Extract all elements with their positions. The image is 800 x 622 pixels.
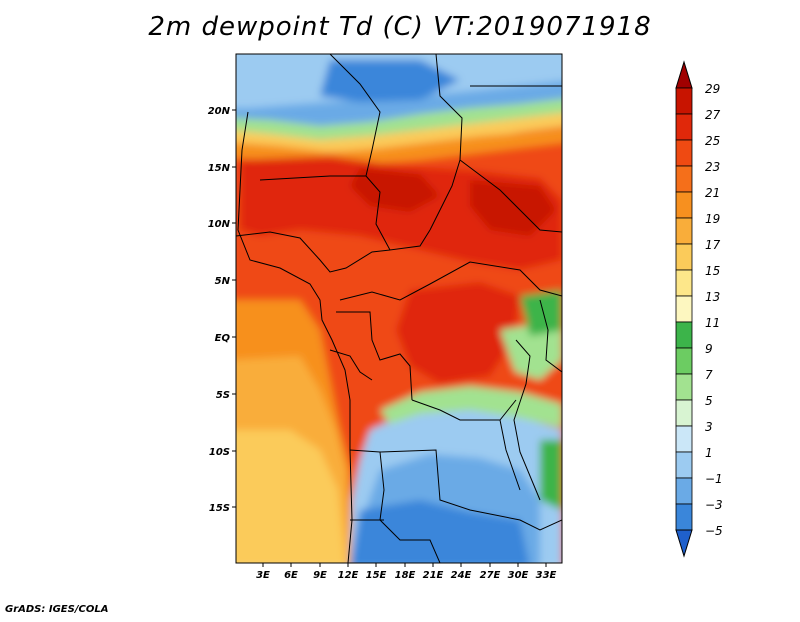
latitude-axis: 20N 15N 10N 5N EQ 5S 10S 15S bbox=[208, 106, 236, 514]
lat-label: 10S bbox=[209, 447, 230, 458]
colorbar-label: 27 bbox=[705, 108, 721, 122]
map-frame bbox=[235, 53, 563, 564]
colorbar-label: −5 bbox=[705, 524, 723, 538]
colorbar-label: 19 bbox=[705, 212, 720, 226]
lon-label: 24E bbox=[451, 570, 472, 581]
colorbar-swatch bbox=[675, 373, 693, 401]
lon-label: 3E bbox=[256, 570, 270, 581]
colorbar-swatch bbox=[675, 321, 693, 349]
colorbar-label: 23 bbox=[705, 160, 720, 174]
colorbar-swatch bbox=[675, 347, 693, 375]
lat-label: 15S bbox=[209, 503, 230, 514]
colorbar-min-triangle bbox=[675, 529, 693, 558]
colorbar-label: 15 bbox=[705, 264, 720, 278]
colorbar-swatch bbox=[675, 113, 693, 141]
colorbar-swatch bbox=[675, 295, 693, 323]
colorbar-label: 13 bbox=[705, 290, 720, 304]
colorbar-label: 25 bbox=[705, 134, 720, 148]
lat-label: 10N bbox=[208, 219, 231, 230]
colorbar-swatch bbox=[675, 425, 693, 453]
lat-label: 5S bbox=[216, 390, 230, 401]
colorbar-swatch bbox=[675, 451, 693, 479]
map-title: 2m dewpoint Td (C) VT:2019071918 bbox=[148, 12, 652, 42]
colorbar-swatch bbox=[675, 399, 693, 427]
colorbar-label: 21 bbox=[705, 186, 720, 200]
colorbar-swatch bbox=[675, 191, 693, 219]
colorbar-label: 17 bbox=[705, 238, 721, 252]
lat-label: 5N bbox=[215, 276, 231, 287]
lon-label: 6E bbox=[284, 570, 298, 581]
colorbar-swatch bbox=[675, 243, 693, 271]
colorbar-swatch bbox=[675, 165, 693, 193]
colorbar: 29 27 25 23 21 19 17 15 13 11 9 7 5 3 1 −1 −3 −5 bbox=[675, 60, 723, 558]
colorbar-label: 11 bbox=[705, 316, 720, 330]
lon-label: 30E bbox=[508, 570, 529, 581]
colorbar-label: −1 bbox=[705, 472, 723, 486]
lon-label: 15E bbox=[366, 570, 387, 581]
lat-label: 15N bbox=[208, 163, 231, 174]
dewpoint-field bbox=[236, 54, 562, 563]
longitude-axis: 3E 6E 9E 12E 15E 18E 21E 24E 27E 30E 33E bbox=[256, 563, 557, 581]
colorbar-label: 9 bbox=[705, 342, 713, 356]
lon-label: 27E bbox=[480, 570, 501, 581]
colorbar-swatch bbox=[675, 503, 693, 531]
grads-credit: GrADS: IGES/COLA bbox=[5, 604, 109, 615]
colorbar-label: 1 bbox=[705, 446, 713, 460]
country-borders bbox=[236, 54, 562, 563]
colorbar-swatch bbox=[675, 217, 693, 245]
colorbar-swatch bbox=[675, 87, 693, 115]
lat-label: 20N bbox=[208, 106, 231, 117]
lon-label: 9E bbox=[313, 570, 327, 581]
colorbar-swatch bbox=[675, 477, 693, 505]
colorbar-label: −3 bbox=[705, 498, 723, 512]
lon-label: 21E bbox=[423, 570, 444, 581]
colorbar-label: 5 bbox=[705, 394, 713, 408]
lon-label: 18E bbox=[395, 570, 416, 581]
lon-label: 33E bbox=[536, 570, 557, 581]
colorbar-swatch bbox=[675, 139, 693, 167]
lat-label: EQ bbox=[215, 333, 231, 344]
colorbar-label: 3 bbox=[705, 420, 713, 434]
colorbar-label: 7 bbox=[705, 368, 713, 382]
colorbar-swatch bbox=[675, 269, 693, 297]
colorbar-label: 29 bbox=[705, 82, 720, 96]
lon-label: 12E bbox=[338, 570, 359, 581]
colorbar-max-triangle bbox=[675, 60, 693, 89]
